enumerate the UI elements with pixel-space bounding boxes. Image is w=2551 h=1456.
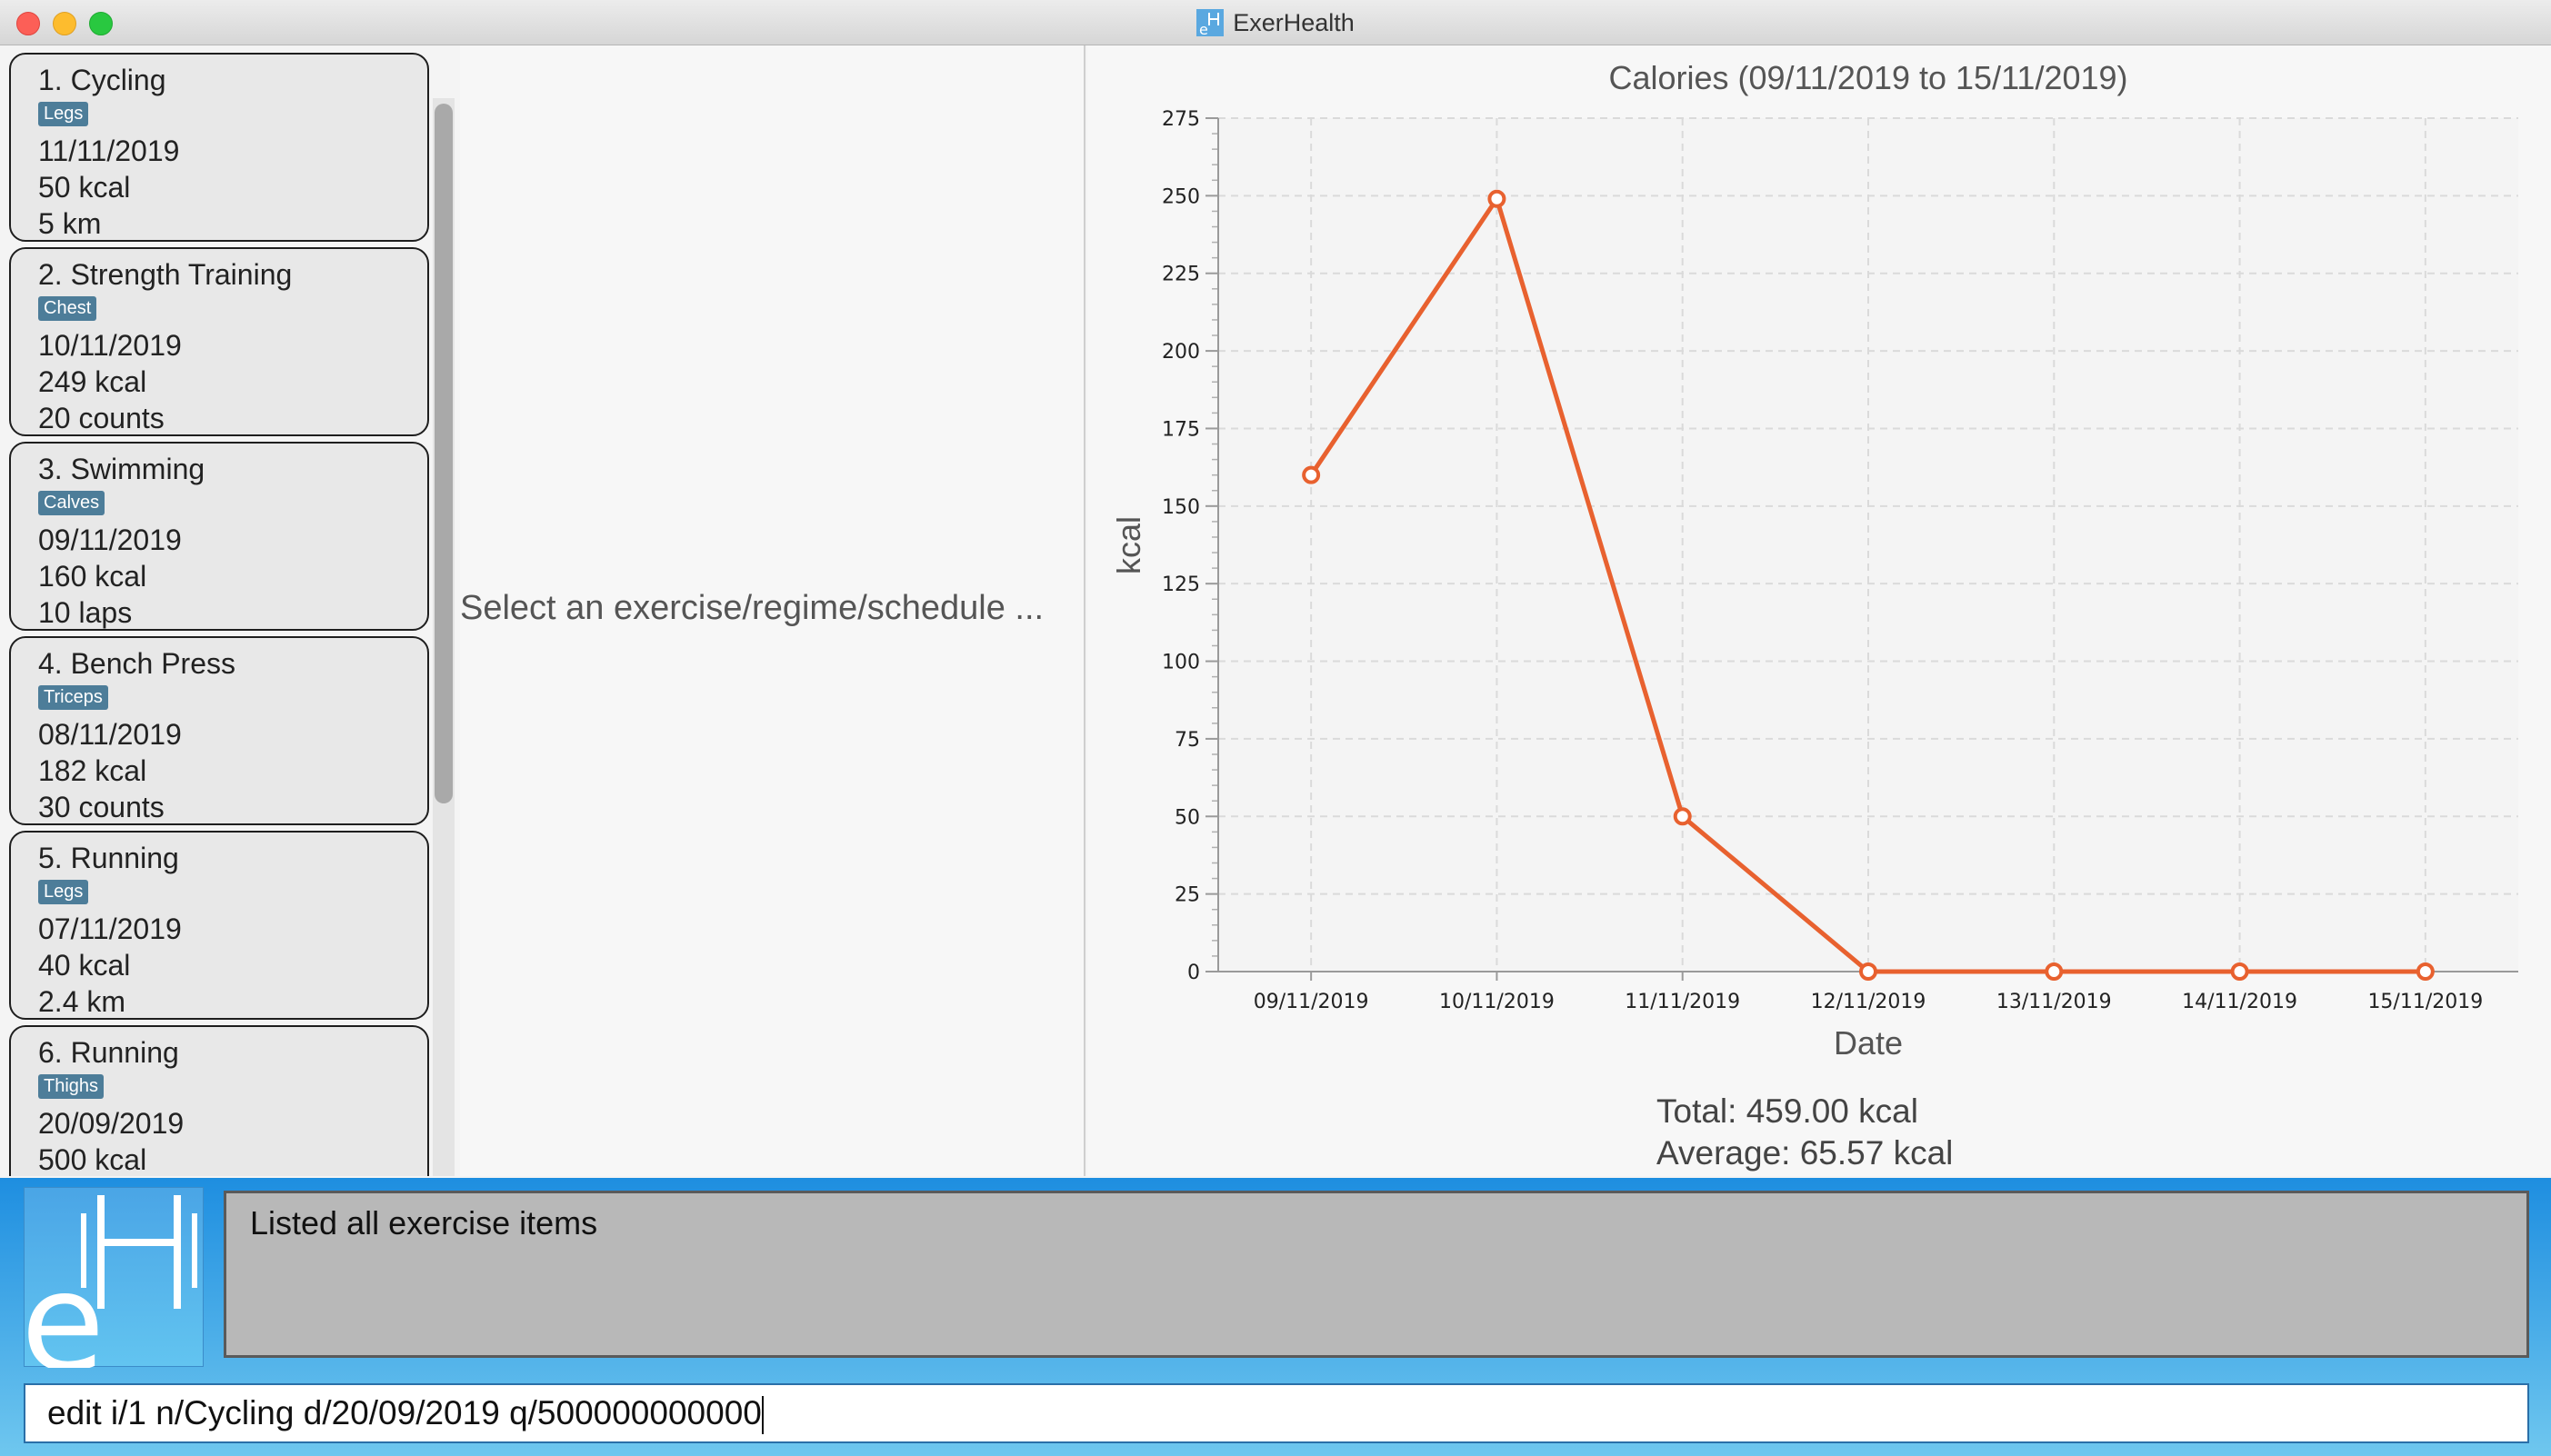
x-axis-title: Date (1834, 1024, 1903, 1062)
result-message: Listed all exercise items (250, 1204, 598, 1242)
data-point (2045, 962, 2064, 981)
svg-text:e: e (25, 1244, 105, 1368)
x-tick-label: 09/11/2019 (1254, 991, 1369, 1013)
minimize-window-button[interactable] (53, 12, 76, 35)
calories-chart-panel: 0 25 50 75 100 125 150 175 200 225 250 275 09/11/201… (1087, 45, 2551, 1176)
exercise-quantity: 5 km (38, 207, 102, 240)
dumbbell-e-icon: e (21, 1195, 197, 1402)
y-tick-label: 0 (1187, 962, 1200, 984)
exercise-quantity: 10 laps (38, 596, 133, 629)
exercise-card[interactable]: 1. Cycling Legs 11/11/2019 50 kcal 5 km (9, 53, 429, 242)
data-point (1302, 465, 1321, 484)
exercise-date: 20/09/2019 (38, 1107, 185, 1140)
exercise-calories: 160 kcal (38, 560, 147, 593)
title-bar: e ExerHealth (0, 0, 2551, 45)
x-tick-label: 12/11/2019 (1811, 991, 1926, 1013)
data-point (1487, 189, 1506, 208)
muscle-tag: Legs (38, 102, 89, 126)
exercise-date: 08/11/2019 (38, 718, 182, 751)
exercise-date: 07/11/2019 (38, 912, 182, 945)
y-tick-label: 275 (1162, 108, 1200, 131)
command-text[interactable]: edit i/1 n/Cycling d/20/09/2019 q/500000… (47, 1394, 764, 1435)
exerhealth-logo-icon: e (1196, 9, 1225, 38)
exercise-date: 10/11/2019 (38, 329, 182, 362)
exercise-quantity: 2.4 km (38, 985, 126, 1018)
data-point (1859, 962, 1877, 981)
exercise-title: 6. Running (38, 1036, 179, 1069)
exercise-list[interactable]: 1. Cycling Legs 11/11/2019 50 kcal 5 km … (0, 45, 460, 1176)
detail-panel: Select an exercise/regime/schedule ... (460, 45, 1085, 1176)
total-calories: Total: 459.00 kcal (1656, 1092, 1918, 1130)
y-tick-label: 175 (1162, 418, 1200, 441)
exercise-title: 3. Swimming (38, 453, 205, 485)
exercise-calories: 50 kcal (38, 171, 131, 204)
y-axis-title: kcal (1110, 516, 1147, 574)
close-window-button[interactable] (16, 12, 40, 35)
text-caret (761, 1396, 764, 1435)
data-point (1673, 807, 1692, 826)
window-title-group: e ExerHealth (0, 0, 2551, 45)
y-tick-label: 100 (1162, 652, 1200, 674)
exercise-title: 2. Strength Training (38, 258, 293, 291)
y-tick-label: 250 (1162, 185, 1200, 208)
maximize-window-button[interactable] (89, 12, 113, 35)
exercise-card[interactable]: 3. Swimming Calves 09/11/2019 160 kcal 1… (9, 442, 429, 631)
x-tick-label: 10/11/2019 (1439, 991, 1555, 1013)
exercise-calories: 500 kcal (38, 1143, 147, 1176)
chart-stats: Total: 459.00 kcal Average: 65.57 kcal (1656, 1091, 1953, 1174)
calories-line-chart: 0 25 50 75 100 125 150 175 200 225 250 275 09/11/201… (1110, 59, 2518, 1062)
exercise-title: 1. Cycling (38, 64, 166, 96)
average-calories: Average: 65.57 kcal (1656, 1134, 1954, 1172)
bottom-bar: e Listed all exercise items edit i/1 n/C… (0, 1178, 2551, 1456)
window-title: ExerHealth (1233, 8, 1355, 36)
y-tick-label: 225 (1162, 264, 1200, 286)
muscle-tag: Thighs (38, 1074, 105, 1099)
detail-placeholder: Select an exercise/regime/schedule ... (460, 589, 1045, 627)
exerhealth-logo: e (21, 1187, 204, 1402)
exercise-date: 09/11/2019 (38, 524, 182, 556)
y-tick-label: 125 (1162, 573, 1200, 596)
muscle-tag: Chest (38, 296, 97, 321)
data-point (2230, 962, 2249, 981)
exercise-card[interactable]: 4. Bench Press Triceps 08/11/2019 182 kc… (9, 636, 429, 825)
data-point (2416, 962, 2435, 981)
y-tick-label: 150 (1162, 496, 1200, 519)
exercise-calories: 249 kcal (38, 365, 147, 398)
y-tick-label: 25 (1175, 884, 1200, 907)
exercise-title: 5. Running (38, 842, 179, 874)
exercise-card[interactable]: 2. Strength Training Chest 10/11/2019 24… (9, 247, 429, 436)
list-scrollbar-thumb[interactable] (435, 104, 453, 803)
exercise-quantity: 20 counts (38, 402, 165, 434)
result-display: Listed all exercise items (224, 1191, 2529, 1358)
exercise-date: 11/11/2019 (38, 135, 180, 167)
command-value: edit i/1 n/Cycling d/20/09/2019 q/500000… (47, 1394, 762, 1431)
x-tick-label: 13/11/2019 (1996, 991, 2112, 1013)
command-input[interactable]: edit i/1 n/Cycling d/20/09/2019 q/500000… (24, 1383, 2529, 1443)
x-tick-label: 14/11/2019 (2182, 991, 2297, 1013)
exercise-card[interactable]: 6. Running Thighs 20/09/2019 500 kcal (9, 1025, 429, 1176)
y-tick-label: 200 (1162, 341, 1200, 364)
muscle-tag: Triceps (38, 685, 108, 710)
x-tick-label: 11/11/2019 (1625, 991, 1740, 1013)
svg-text:e: e (1199, 21, 1208, 36)
y-tick-label: 75 (1175, 729, 1200, 752)
exercise-title: 4. Bench Press (38, 647, 235, 680)
x-tick-label: 15/11/2019 (2367, 991, 2483, 1013)
exercise-card[interactable]: 5. Running Legs 07/11/2019 40 kcal 2.4 k… (9, 831, 429, 1020)
exercise-calories: 40 kcal (38, 949, 131, 982)
muscle-tag: Legs (38, 880, 89, 904)
exercise-calories: 182 kcal (38, 754, 147, 787)
chart-title: Calories (09/11/2019 to 15/11/2019) (1608, 59, 2127, 96)
exercise-quantity: 30 counts (38, 791, 165, 823)
muscle-tag: Calves (38, 491, 105, 515)
y-tick-label: 50 (1175, 806, 1200, 829)
